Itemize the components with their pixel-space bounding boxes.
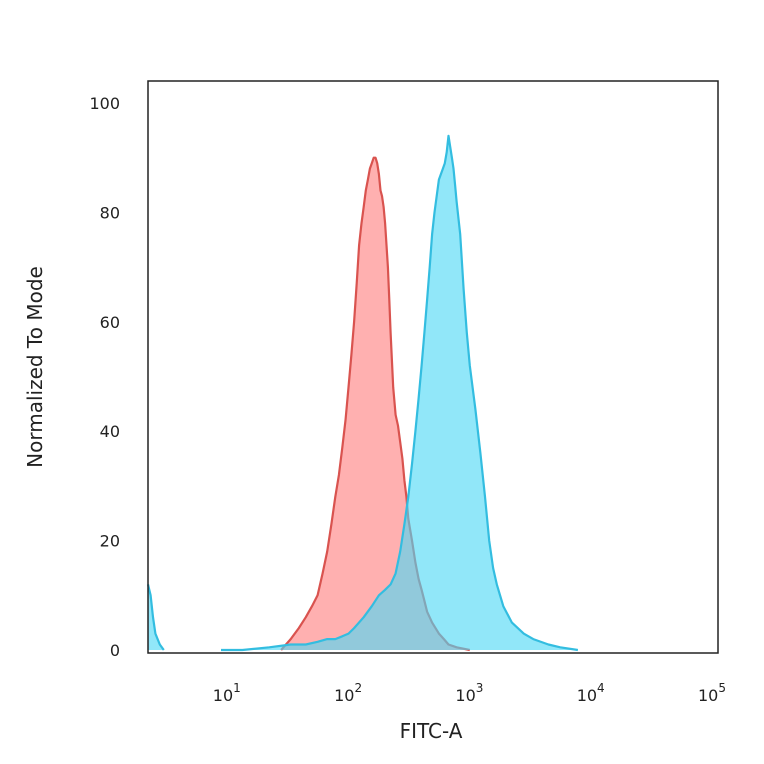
y-axis-title: Normalized To Mode: [23, 266, 47, 468]
y-tick-label: 80: [100, 203, 120, 222]
x-tick-base: 10: [698, 686, 718, 705]
x-tick-exponent: 2: [354, 681, 362, 695]
x-tick-base: 10: [334, 686, 354, 705]
y-tick-label: 0: [110, 641, 120, 660]
x-tick-label: 102: [334, 681, 362, 705]
x-tick-exponent: 4: [597, 681, 605, 695]
x-tick-exponent: 5: [718, 681, 726, 695]
x-tick-base: 10: [213, 686, 233, 705]
x-tick-base: 10: [577, 686, 597, 705]
series-1-area: [221, 135, 578, 651]
series-2-line: [146, 584, 165, 651]
x-tick-label: 104: [577, 681, 605, 705]
series-1-line: [221, 134, 579, 652]
x-tick-label: 105: [698, 681, 726, 705]
y-tick-label: 60: [100, 313, 120, 332]
y-tick-label: 20: [100, 532, 120, 551]
series-0-area: [281, 157, 470, 650]
x-axis-ticks: 101 102 103 104 105: [213, 681, 726, 705]
y-tick-label: 100: [89, 94, 120, 113]
x-tick-label: 103: [455, 681, 483, 705]
x-tick-base: 10: [455, 686, 475, 705]
series-2-area: [148, 584, 164, 650]
x-tick-label: 101: [213, 681, 241, 705]
series-layer: [146, 134, 579, 652]
x-axis-title: FITC-A: [400, 719, 463, 743]
y-tick-label: 40: [100, 422, 120, 441]
plot-frame: [147, 80, 719, 654]
x-tick-exponent: 3: [476, 681, 484, 695]
y-axis-ticks: 0 20 40 60 80 100: [89, 94, 120, 660]
x-tick-exponent: 1: [233, 681, 241, 695]
